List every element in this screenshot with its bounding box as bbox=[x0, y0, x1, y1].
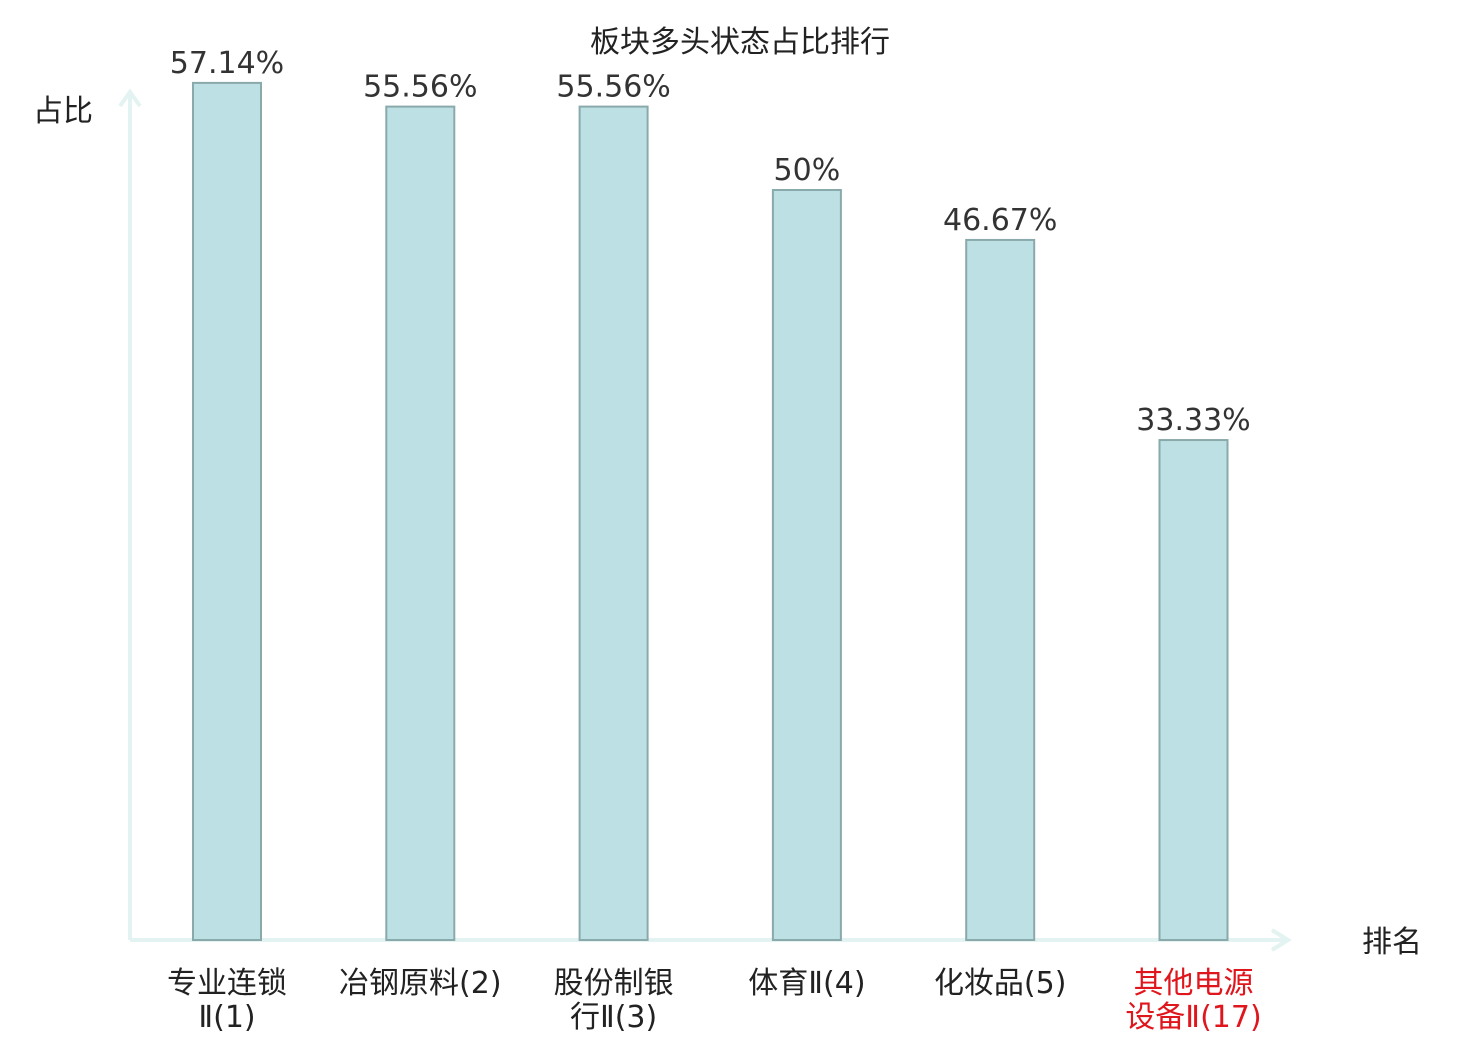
category-tick-label: 化妆品(5) bbox=[934, 966, 1067, 1001]
bar bbox=[578, 105, 649, 942]
bar-value-label: 33.33% bbox=[1136, 403, 1250, 438]
category-tick-label: Ⅱ(1) bbox=[198, 1000, 255, 1035]
bar bbox=[1158, 439, 1229, 941]
category-tick-label: 体育Ⅱ(4) bbox=[748, 966, 865, 1001]
category-tick-label: 专业连锁 bbox=[167, 966, 287, 1001]
chart-title: 板块多头状态占比排行 bbox=[590, 25, 890, 60]
category-tick-label: 股份制银 bbox=[554, 966, 674, 1001]
category-tick-label: 行Ⅱ(3) bbox=[570, 1000, 657, 1035]
category-tick-label: 设备Ⅱ(17) bbox=[1125, 1000, 1261, 1035]
bar-value-label: 46.67% bbox=[943, 203, 1057, 238]
bar bbox=[192, 81, 262, 941]
category-tick-label: 其他电源 bbox=[1134, 966, 1254, 1001]
bar bbox=[965, 238, 1036, 941]
x-axis-arrow bbox=[1270, 928, 1292, 952]
bar bbox=[771, 189, 842, 941]
y-axis-arrow bbox=[118, 88, 142, 108]
bar bbox=[385, 105, 456, 942]
bar-value-label: 50% bbox=[774, 153, 841, 188]
category-tick-label: 冶钢原料(2) bbox=[339, 966, 502, 1001]
bar-value-label: 57.14% bbox=[170, 46, 284, 81]
y-axis-label: 占比 bbox=[33, 94, 93, 129]
x-axis-label: 排名 bbox=[1362, 925, 1422, 960]
bar-value-label: 55.56% bbox=[363, 70, 477, 105]
bar-value-label: 55.56% bbox=[556, 70, 670, 105]
